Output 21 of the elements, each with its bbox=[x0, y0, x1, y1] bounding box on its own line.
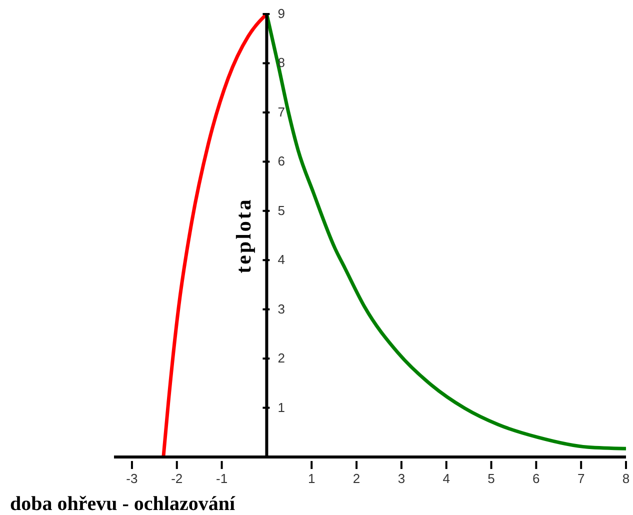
x-tick-label: -3 bbox=[126, 471, 138, 486]
y-tick-label: 1 bbox=[278, 400, 285, 415]
y-tick-label: 2 bbox=[278, 350, 285, 366]
x-tick-label: 8 bbox=[622, 471, 630, 486]
y-tick-label: 4 bbox=[278, 252, 285, 268]
x-tick-label: 3 bbox=[398, 471, 406, 486]
x-tick-label: -2 bbox=[171, 471, 183, 486]
y-tick-label: 5 bbox=[278, 202, 285, 218]
y-axis-title: teplota bbox=[232, 198, 256, 274]
x-tick-label: 1 bbox=[308, 471, 316, 486]
y-tick-label: 7 bbox=[278, 104, 285, 120]
x-axis-title: doba ohřevu - ochlazování bbox=[10, 493, 236, 515]
x-tick-label: 7 bbox=[577, 471, 585, 486]
x-tick-label: 5 bbox=[488, 471, 495, 486]
x-tick-label: -1 bbox=[216, 471, 228, 486]
x-tick-label: 2 bbox=[352, 471, 360, 486]
y-tick-label: 6 bbox=[278, 154, 285, 169]
y-tick-label: 9 bbox=[278, 6, 285, 21]
y-tick-label: 3 bbox=[278, 301, 285, 316]
x-tick-label: 6 bbox=[532, 471, 540, 486]
x-tick-label: 4 bbox=[442, 471, 450, 486]
